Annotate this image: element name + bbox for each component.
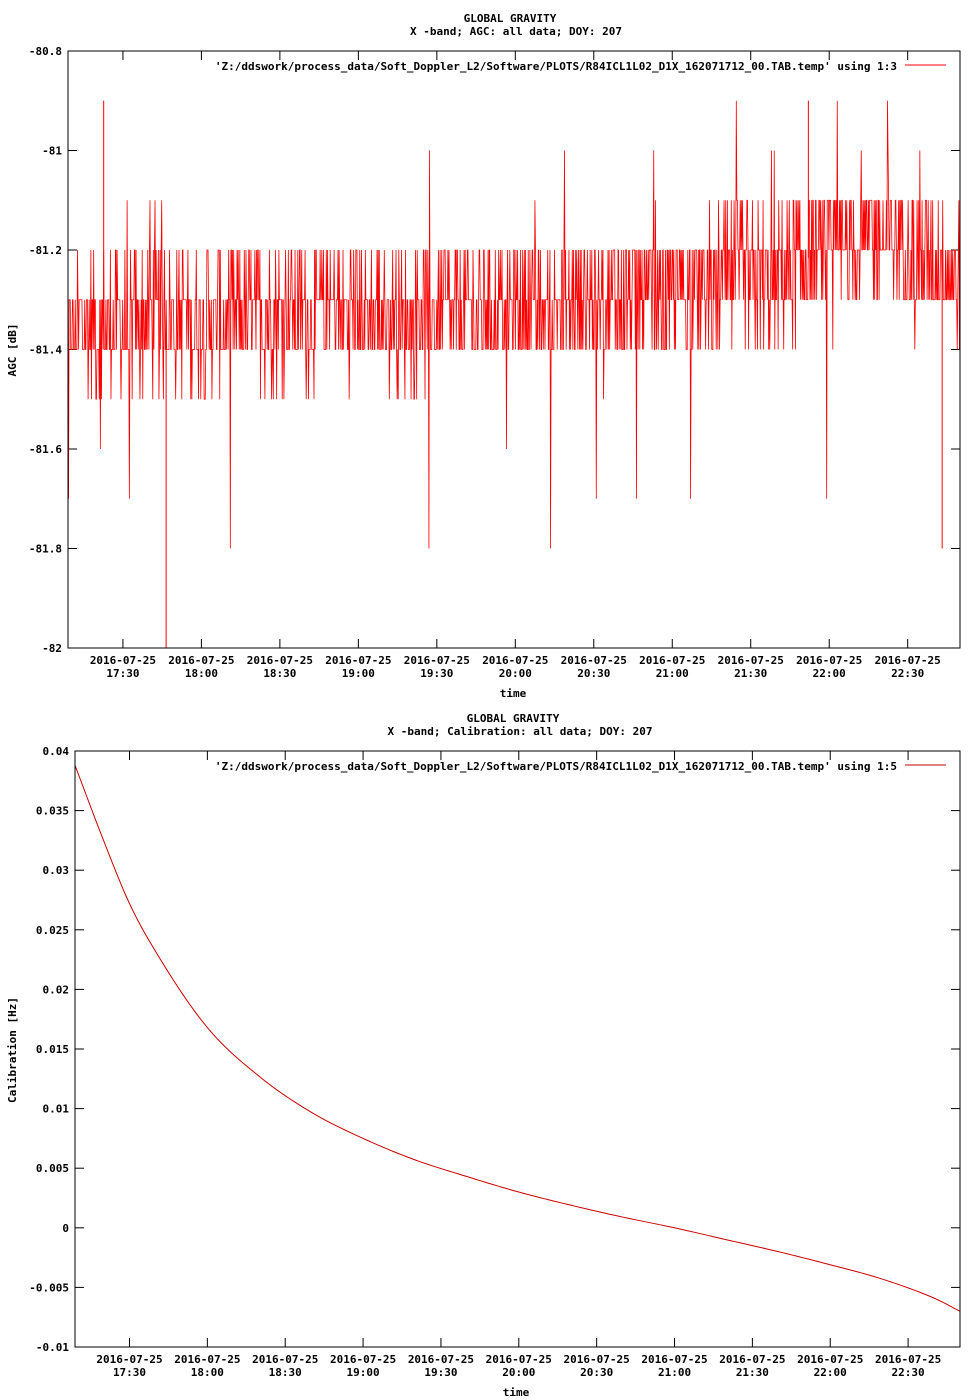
calibration-x-tick-date: 2016-07-25: [96, 1353, 162, 1366]
agc-x-tick-date: 2016-07-25: [796, 654, 862, 667]
agc-x-tick-date: 2016-07-25: [875, 654, 941, 667]
calibration-x-tick-time: 19:00: [347, 1366, 380, 1379]
agc-x-tick-time: 17:30: [106, 667, 139, 680]
calibration-y-tick-label: 0.04: [43, 745, 70, 758]
agc-y-tick-label: -81.4: [29, 344, 62, 357]
calibration-y-tick-label: -0.01: [36, 1341, 69, 1354]
agc-legend-label: 'Z:/ddswork/process_data/Soft_Doppler_L2…: [215, 60, 897, 73]
agc-x-axis-label: time: [500, 687, 527, 700]
agc-x-tick-date: 2016-07-25: [561, 654, 627, 667]
calibration-x-tick-time: 21:30: [736, 1366, 769, 1379]
calibration-y-tick-label: 0.015: [36, 1043, 69, 1056]
calibration-y-tick-label: 0: [62, 1222, 69, 1235]
calibration-axes-ticks: 0.04 0.035 0.03 0.025 0.02 0.015 0.01 0.005 0 -0.…: [29, 745, 960, 1379]
calibration-legend-label: 'Z:/ddswork/process_data/Soft_Doppler_L2…: [215, 760, 897, 773]
agc-x-tick-date: 2016-07-25: [639, 654, 705, 667]
calibration-x-tick-time: 22:30: [892, 1366, 925, 1379]
calibration-y-tick-label: 0.01: [43, 1103, 70, 1116]
agc-plot-frame: [67, 50, 961, 649]
agc-y-tick-label: -82: [42, 642, 62, 655]
calibration-y-tick-label: 0.025: [36, 924, 69, 937]
agc-axes-ticks: -80.8 -81 -81.2 -81.4 -81.6 -81.8 -82 2016-07-2…: [29, 45, 960, 680]
calibration-chart-title: GLOBAL GRAVITY: [467, 712, 560, 725]
calibration-series-line: [74, 765, 961, 1312]
agc-x-tick-time: 18:00: [185, 667, 218, 680]
agc-y-tick-label: -81.8: [29, 543, 62, 556]
agc-series-line: [67, 100, 961, 549]
agc-chart: GLOBAL GRAVITY X -band; AGC: all data; D…: [6, 12, 961, 700]
calibration-x-tick-date: 2016-07-25: [564, 1353, 630, 1366]
calibration-y-tick-label: 0.03: [43, 864, 70, 877]
calibration-y-tick-label: 0.005: [36, 1162, 69, 1175]
calibration-x-tick-time: 22:00: [814, 1366, 847, 1379]
calibration-plot-frame: [74, 750, 961, 1348]
agc-legend: 'Z:/ddswork/process_data/Soft_Doppler_L2…: [215, 60, 946, 73]
agc-y-tick-label: -81.6: [29, 443, 62, 456]
calibration-x-tick-date: 2016-07-25: [486, 1353, 552, 1366]
calibration-data-series: [74, 765, 961, 1312]
calibration-y-axis-label: Calibration [Hz]: [6, 997, 19, 1103]
calibration-x-tick-date: 2016-07-25: [875, 1353, 941, 1366]
calibration-chart-subtitle: X -band; Calibration: all data; DOY: 207: [388, 725, 653, 738]
calibration-x-tick-time: 18:30: [269, 1366, 302, 1379]
calibration-y-tick-label: 0.035: [36, 805, 69, 818]
agc-y-tick-label: -81.2: [29, 244, 62, 257]
agc-x-tick-date: 2016-07-25: [168, 654, 234, 667]
agc-x-tick-time: 21:00: [656, 667, 689, 680]
agc-x-tick-date: 2016-07-25: [247, 654, 313, 667]
agc-x-tick-time: 20:00: [499, 667, 532, 680]
agc-data-series: [67, 100, 961, 648]
agc-chart-title: GLOBAL GRAVITY: [464, 12, 557, 25]
calibration-x-tick-date: 2016-07-25: [174, 1353, 240, 1366]
calibration-x-tick-time: 17:30: [113, 1366, 146, 1379]
calibration-x-tick-date: 2016-07-25: [641, 1353, 707, 1366]
agc-x-tick-date: 2016-07-25: [90, 654, 156, 667]
calibration-chart: GLOBAL GRAVITY X -band; Calibration: all…: [6, 712, 961, 1399]
agc-x-tick-date: 2016-07-25: [404, 654, 470, 667]
calibration-x-tick-time: 18:00: [191, 1366, 224, 1379]
agc-x-tick-time: 21:30: [734, 667, 767, 680]
calibration-x-axis-label: time: [503, 1386, 530, 1399]
agc-x-tick-time: 19:00: [342, 667, 375, 680]
calibration-x-tick-date: 2016-07-25: [797, 1353, 863, 1366]
agc-x-tick-date: 2016-07-25: [482, 654, 548, 667]
calibration-x-tick-time: 20:30: [580, 1366, 613, 1379]
calibration-x-tick-time: 20:00: [502, 1366, 535, 1379]
calibration-x-tick-time: 21:00: [658, 1366, 691, 1379]
calibration-x-tick-date: 2016-07-25: [408, 1353, 474, 1366]
agc-x-tick-time: 18:30: [263, 667, 296, 680]
agc-x-tick-date: 2016-07-25: [718, 654, 784, 667]
agc-y-axis-label: AGC [dB]: [6, 324, 19, 377]
calibration-x-tick-date: 2016-07-25: [719, 1353, 785, 1366]
calibration-x-tick-date: 2016-07-25: [330, 1353, 396, 1366]
calibration-y-tick-label: 0.02: [43, 983, 70, 996]
agc-y-tick-label: -80.8: [29, 45, 62, 58]
agc-x-tick-time: 22:30: [891, 667, 924, 680]
calibration-y-tick-label: -0.005: [29, 1281, 69, 1294]
agc-x-tick-time: 19:30: [420, 667, 453, 680]
agc-x-tick-time: 22:00: [813, 667, 846, 680]
agc-x-tick-time: 20:30: [577, 667, 610, 680]
calibration-x-tick-date: 2016-07-25: [252, 1353, 318, 1366]
calibration-x-tick-time: 19:30: [424, 1366, 457, 1379]
calibration-legend: 'Z:/ddswork/process_data/Soft_Doppler_L2…: [215, 760, 946, 773]
agc-chart-subtitle: X -band; AGC: all data; DOY: 207: [410, 25, 622, 38]
agc-y-tick-label: -81: [42, 145, 62, 158]
agc-x-tick-date: 2016-07-25: [325, 654, 391, 667]
